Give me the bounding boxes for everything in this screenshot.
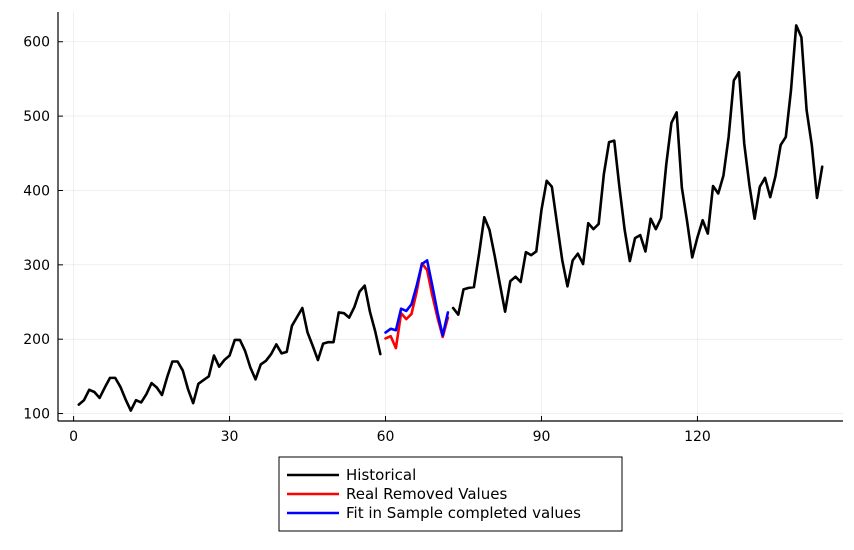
series-line-historical (451, 24, 824, 316)
x-tick-label: 120 (684, 429, 711, 445)
x-tick-label: 30 (221, 429, 239, 445)
x-tick-label: 90 (533, 429, 551, 445)
series-line-historical (77, 284, 382, 412)
x-tick-label: 0 (69, 429, 78, 445)
x-tick-label: 60 (377, 429, 395, 445)
y-tick-label: 400 (23, 183, 50, 199)
legend-label: Historical (346, 466, 416, 484)
y-tick-label: 300 (23, 258, 50, 274)
y-tick-label: 600 (23, 35, 50, 51)
grid-lines (58, 12, 843, 421)
series-line-fit-in-sample-completed-values (384, 259, 450, 337)
legend-label: Real Removed Values (346, 485, 507, 503)
y-tick-label: 100 (23, 407, 50, 423)
legend-label: Fit in Sample completed values (346, 504, 581, 522)
tick-labels: 0 30 60 90 120 100 200 300 400 500 600 (23, 35, 711, 445)
series-lines (77, 24, 824, 412)
axes (57, 12, 843, 422)
y-tick-label: 500 (23, 109, 50, 125)
y-tick-label: 200 (23, 332, 50, 348)
